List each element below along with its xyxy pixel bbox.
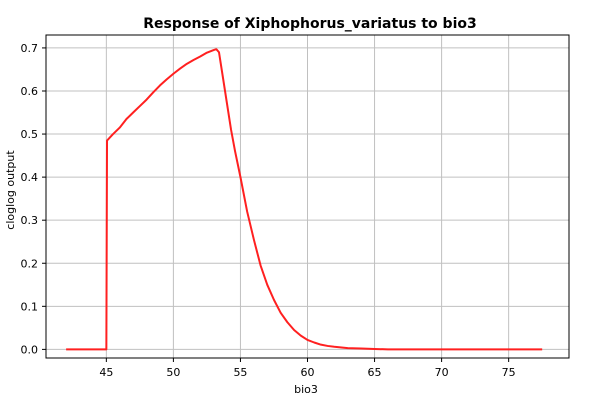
series-group	[66, 48, 543, 351]
x-tick-label: 50	[166, 366, 180, 379]
grid	[46, 35, 569, 358]
chart-title: Response of Xiphophorus_variatus to bio3	[143, 16, 476, 32]
y-tick-label: 0.4	[21, 171, 39, 184]
y-tick-label: 0.6	[21, 85, 39, 98]
y-tick-label: 0.5	[21, 128, 39, 141]
y-axis-label: cloglog output	[4, 150, 17, 230]
y-tick-label: 0.7	[21, 42, 39, 55]
y-tick-label: 0.2	[21, 257, 39, 270]
y-tick-label: 0.1	[21, 300, 39, 313]
x-tick-label: 75	[502, 366, 516, 379]
x-axis-label: bio3	[294, 383, 318, 396]
y-tick-label: 0.0	[21, 343, 39, 356]
x-tick-label: 55	[233, 366, 247, 379]
x-tick-label: 70	[435, 366, 449, 379]
x-tick-label: 60	[301, 366, 315, 379]
response-curve	[66, 48, 543, 351]
x-tick-label: 45	[99, 366, 113, 379]
x-tick-label: 65	[368, 366, 382, 379]
y-tick-label: 0.3	[21, 214, 39, 227]
axis-ticks: 45 50 55 60 65 70 75 0.0 0.1 0.2 0.3 0.4 0.5 0.6 0.7	[21, 42, 516, 379]
